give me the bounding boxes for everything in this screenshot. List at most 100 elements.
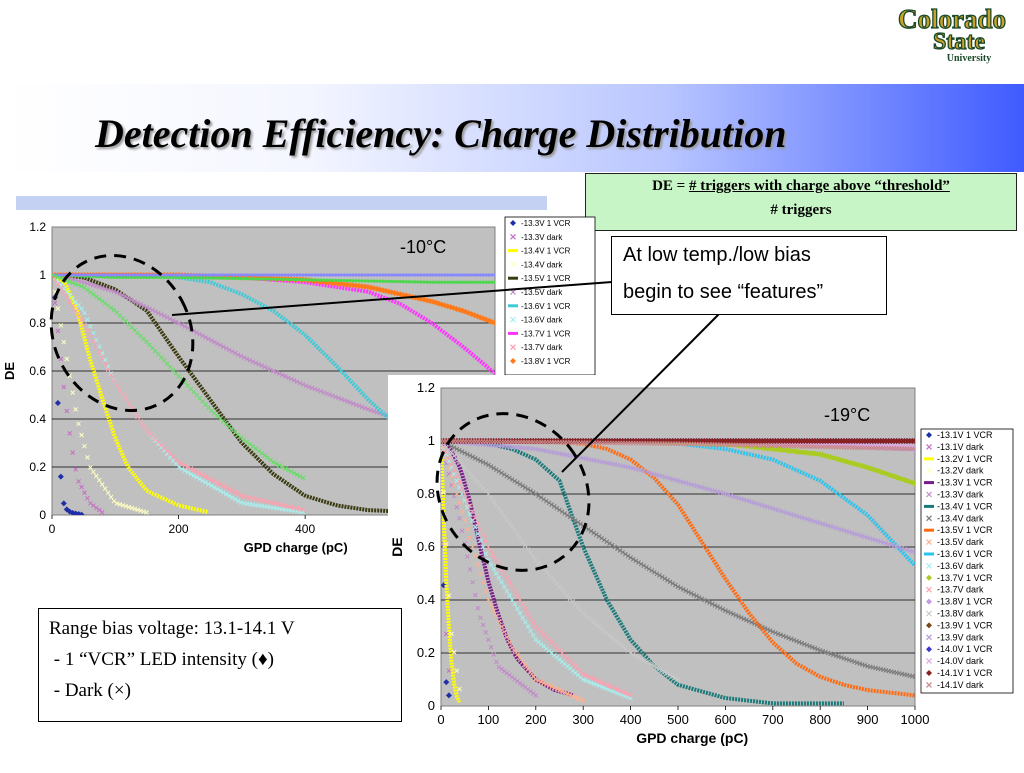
chart1-series-9-point: [96, 350, 102, 355]
chart1-series-5-point: [274, 369, 279, 375]
chart1-series-12-point: [183, 273, 187, 277]
chart1-series-5-point: [173, 319, 179, 325]
chart2-series-15-point: [517, 535, 523, 541]
chart1-series-5-point: [247, 357, 253, 363]
chart1-series-5-point: [268, 367, 273, 373]
chart2-series-7-point: [462, 450, 468, 456]
chart-minus19c: 0 0.2 0.4 0.6 0.8 1 1.2 0 100 200 300 400 500 600 700 8…: [389, 380, 1014, 746]
chart1-series-11-point: [310, 278, 314, 282]
chart2-series-7-point: [736, 614, 741, 619]
chart1-series-3-point: [85, 455, 90, 460]
chart2-series-17-point: [912, 549, 915, 555]
chart2-series-15-point: [486, 491, 491, 497]
chart1-series-3-point: [82, 443, 87, 449]
chart2-series-17-point: [825, 523, 831, 528]
chart2-xtick-label: 800: [809, 712, 831, 727]
chart2-series-7-point: [570, 516, 576, 522]
chart1-series-12-point: [147, 273, 152, 277]
chart2-series-17-point: [852, 531, 857, 537]
range-line-2: - 1 “VCR” LED intensity (♦): [49, 649, 274, 670]
chart1-series-5-point: [155, 310, 161, 316]
chart1-series-12-point: [280, 273, 284, 277]
chart1-series-11-point: [153, 275, 157, 279]
chart1-series-9-point: [105, 367, 111, 372]
chart1-series-3-point: [88, 465, 93, 470]
chart2-series-7-point: [699, 596, 705, 602]
de-def-denominator: # triggers: [770, 202, 832, 218]
chart2-series-15-point: [654, 665, 660, 671]
chart2-series-13-point: [509, 584, 515, 590]
chart1-legend-label: -13.4V dark: [521, 260, 563, 269]
chart2-series-7-point: [670, 581, 676, 586]
chart2-series-15-point: [649, 662, 655, 668]
chart1-series-7-point: [235, 498, 241, 504]
chart2-series-7-point: [591, 530, 597, 536]
chart2-series-5-point: [488, 644, 494, 650]
chart1-series-12-point: [286, 273, 290, 277]
chart2-series-15-point: [493, 502, 499, 508]
chart2-series-17-point: [904, 547, 910, 553]
chart1-series-11-point: [345, 279, 349, 283]
chart1-series-12-point: [466, 273, 471, 277]
chart1-series-5-point: [253, 360, 259, 366]
chart1-series-3-point: [76, 421, 81, 427]
chart2-series-7-point: [733, 612, 739, 618]
chart2-series-7-point: [831, 652, 836, 658]
chart1-series-11-point: [251, 277, 255, 281]
chart2-series-17-point: [804, 516, 810, 522]
chart1-series-11-point: [363, 279, 367, 283]
chart1-series-11-point: [109, 275, 113, 279]
chart2-series-17-point: [733, 494, 739, 500]
chart2-series-7-point: [838, 655, 844, 660]
chart2-series-13-point: [622, 690, 628, 696]
chart2-series-17-point: [888, 542, 894, 548]
chart1-series-13-point: [288, 469, 294, 474]
chart2-series-17-point: [757, 502, 762, 507]
chart1-series-12-point: [316, 273, 320, 277]
chart1-series-10-point: [400, 291, 407, 298]
chart1-series-11-point: [481, 280, 485, 284]
chart1-series-5-point: [212, 339, 217, 345]
chart2-ytick-label: 0.6: [417, 539, 435, 554]
chart1-series-12-point: [289, 273, 293, 277]
chart1-series-11-point: [230, 276, 234, 281]
chart1-series-11-point: [487, 280, 491, 284]
chart2-series-7-point: [723, 608, 728, 613]
pointer-line-1: [171, 281, 613, 316]
chart1-series-12-point: [472, 273, 476, 277]
chart1-series-11-point: [428, 280, 432, 284]
chart2-series-5-markers: [441, 438, 539, 698]
chart2-series-13-point: [586, 674, 591, 679]
chart1-series-5-point: [241, 355, 247, 360]
chart2-series-13-point: [591, 676, 597, 682]
chart1-series-11-point: [322, 278, 326, 282]
chart2-series-7-point: [572, 518, 578, 523]
chart1-series-5-point: [300, 382, 306, 387]
chart1-series-12-point: [333, 273, 338, 277]
chart1-series-12-point: [348, 273, 352, 277]
chart1-series-5-point: [347, 400, 353, 405]
chart1-series-5-point: [333, 394, 338, 400]
chart1-series-5-point: [182, 324, 188, 329]
chart2-series-13-point: [525, 610, 531, 616]
chart1-legend-label: -13.7V dark: [521, 343, 563, 352]
chart2-series-9-point: [509, 645, 515, 651]
chart1-series-5-point: [179, 322, 185, 328]
chart1-series-12-point: [257, 273, 261, 277]
chart2-series-0-point: [443, 679, 450, 686]
chart1-series-5-point: [294, 379, 300, 385]
chart1-series-11-point: [144, 275, 149, 279]
chart2-series-13-point: [449, 462, 454, 467]
chart2-yaxis-label: DE: [389, 537, 405, 556]
chart1-series-11-point: [174, 275, 178, 279]
chart1-series-11-point: [407, 280, 411, 284]
chart1-series-5-point: [226, 347, 232, 353]
chart2-series-12-point: [890, 473, 897, 480]
chart1-series-11-point: [168, 275, 172, 279]
chart1-series-13-point: [241, 437, 247, 443]
chart1-series-12-point: [416, 273, 420, 277]
chart2-series-5-point: [470, 579, 475, 585]
chart1-series-12-point: [198, 273, 202, 277]
chart2-series-0-point: [445, 692, 452, 699]
chart2-series-12-point: [851, 460, 858, 467]
